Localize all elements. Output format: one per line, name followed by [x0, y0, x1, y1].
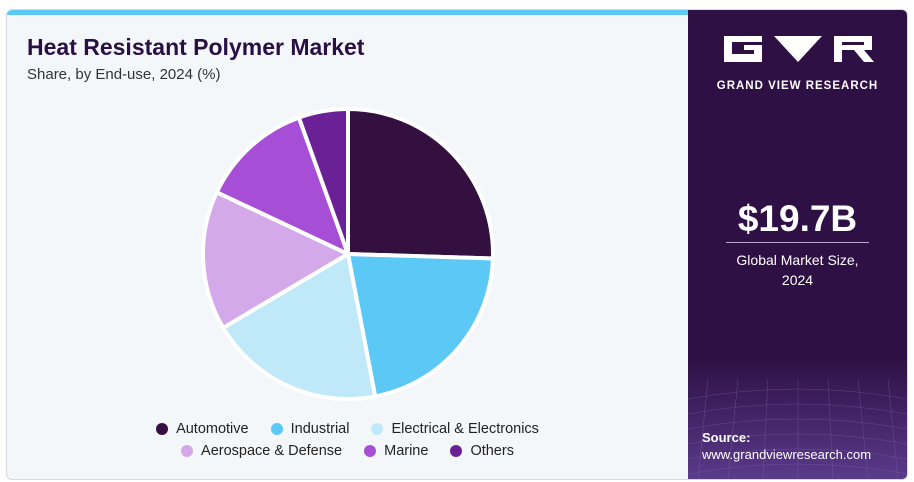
legend-swatch	[181, 445, 194, 457]
summary-panel: GRAND VIEW RESEARCH $19.7B Global Market…	[688, 10, 907, 479]
chart-panel: Heat Resistant Polymer Market Share, by …	[7, 10, 688, 479]
source-url: www.grandviewresearch.com	[702, 447, 872, 462]
legend-item: Electrical & Electronics	[371, 421, 539, 437]
brand-name: GRAND VIEW RESEARCH	[716, 80, 879, 92]
pie-slice-electrical-electronics	[221, 252, 378, 401]
legend-item: Aerospace & Defense	[181, 443, 342, 459]
market-size-label-line2: 2024	[781, 272, 814, 288]
pie-slice-automotive	[346, 107, 495, 261]
market-size-value: $19.7B	[737, 198, 858, 239]
market-size-label: Global Market Size, 2024	[688, 250, 907, 290]
legend-label: Electrical & Electronics	[391, 421, 539, 437]
legend-label: Others	[470, 443, 514, 459]
legend-item: Marine	[364, 443, 428, 459]
pie-chart	[201, 107, 495, 401]
legend-swatch	[371, 423, 384, 435]
legend-row-2: Aerospace & Defense Marine Others	[7, 443, 688, 459]
pie-slice-industrial	[346, 252, 495, 399]
legend-item: Automotive	[156, 421, 249, 437]
infographic-card: Heat Resistant Polymer Market Share, by …	[6, 9, 908, 480]
legend-label: Marine	[384, 443, 429, 459]
legend-item: Others	[450, 443, 514, 459]
decorative-mesh	[688, 359, 907, 479]
legend-item: Industrial	[270, 421, 350, 437]
legend-swatch	[270, 423, 283, 435]
pie-slice-others	[296, 107, 350, 256]
legend-swatch	[450, 445, 463, 457]
divider	[726, 242, 869, 243]
legend-swatch	[364, 445, 377, 457]
legend-label: Automotive	[176, 421, 249, 437]
legend-label: Aerospace & Defense	[201, 443, 343, 459]
legend-swatch	[156, 423, 169, 435]
brand-logo-icon	[724, 36, 874, 62]
legend-label: Industrial	[290, 421, 350, 437]
pie-slice-aerospace-defense	[201, 190, 350, 330]
chart-title: Heat Resistant Polymer Market	[27, 34, 365, 60]
chart-subtitle: Share, by End-use, 2024 (%)	[27, 66, 221, 83]
legend-row-1: Automotive Industrial Electrical & Electro…	[7, 421, 688, 437]
pie-slice-marine	[214, 115, 350, 256]
source-label: Source:	[702, 430, 751, 445]
market-size-label-line1: Global Market Size,	[736, 252, 859, 268]
accent-bar	[7, 10, 688, 15]
